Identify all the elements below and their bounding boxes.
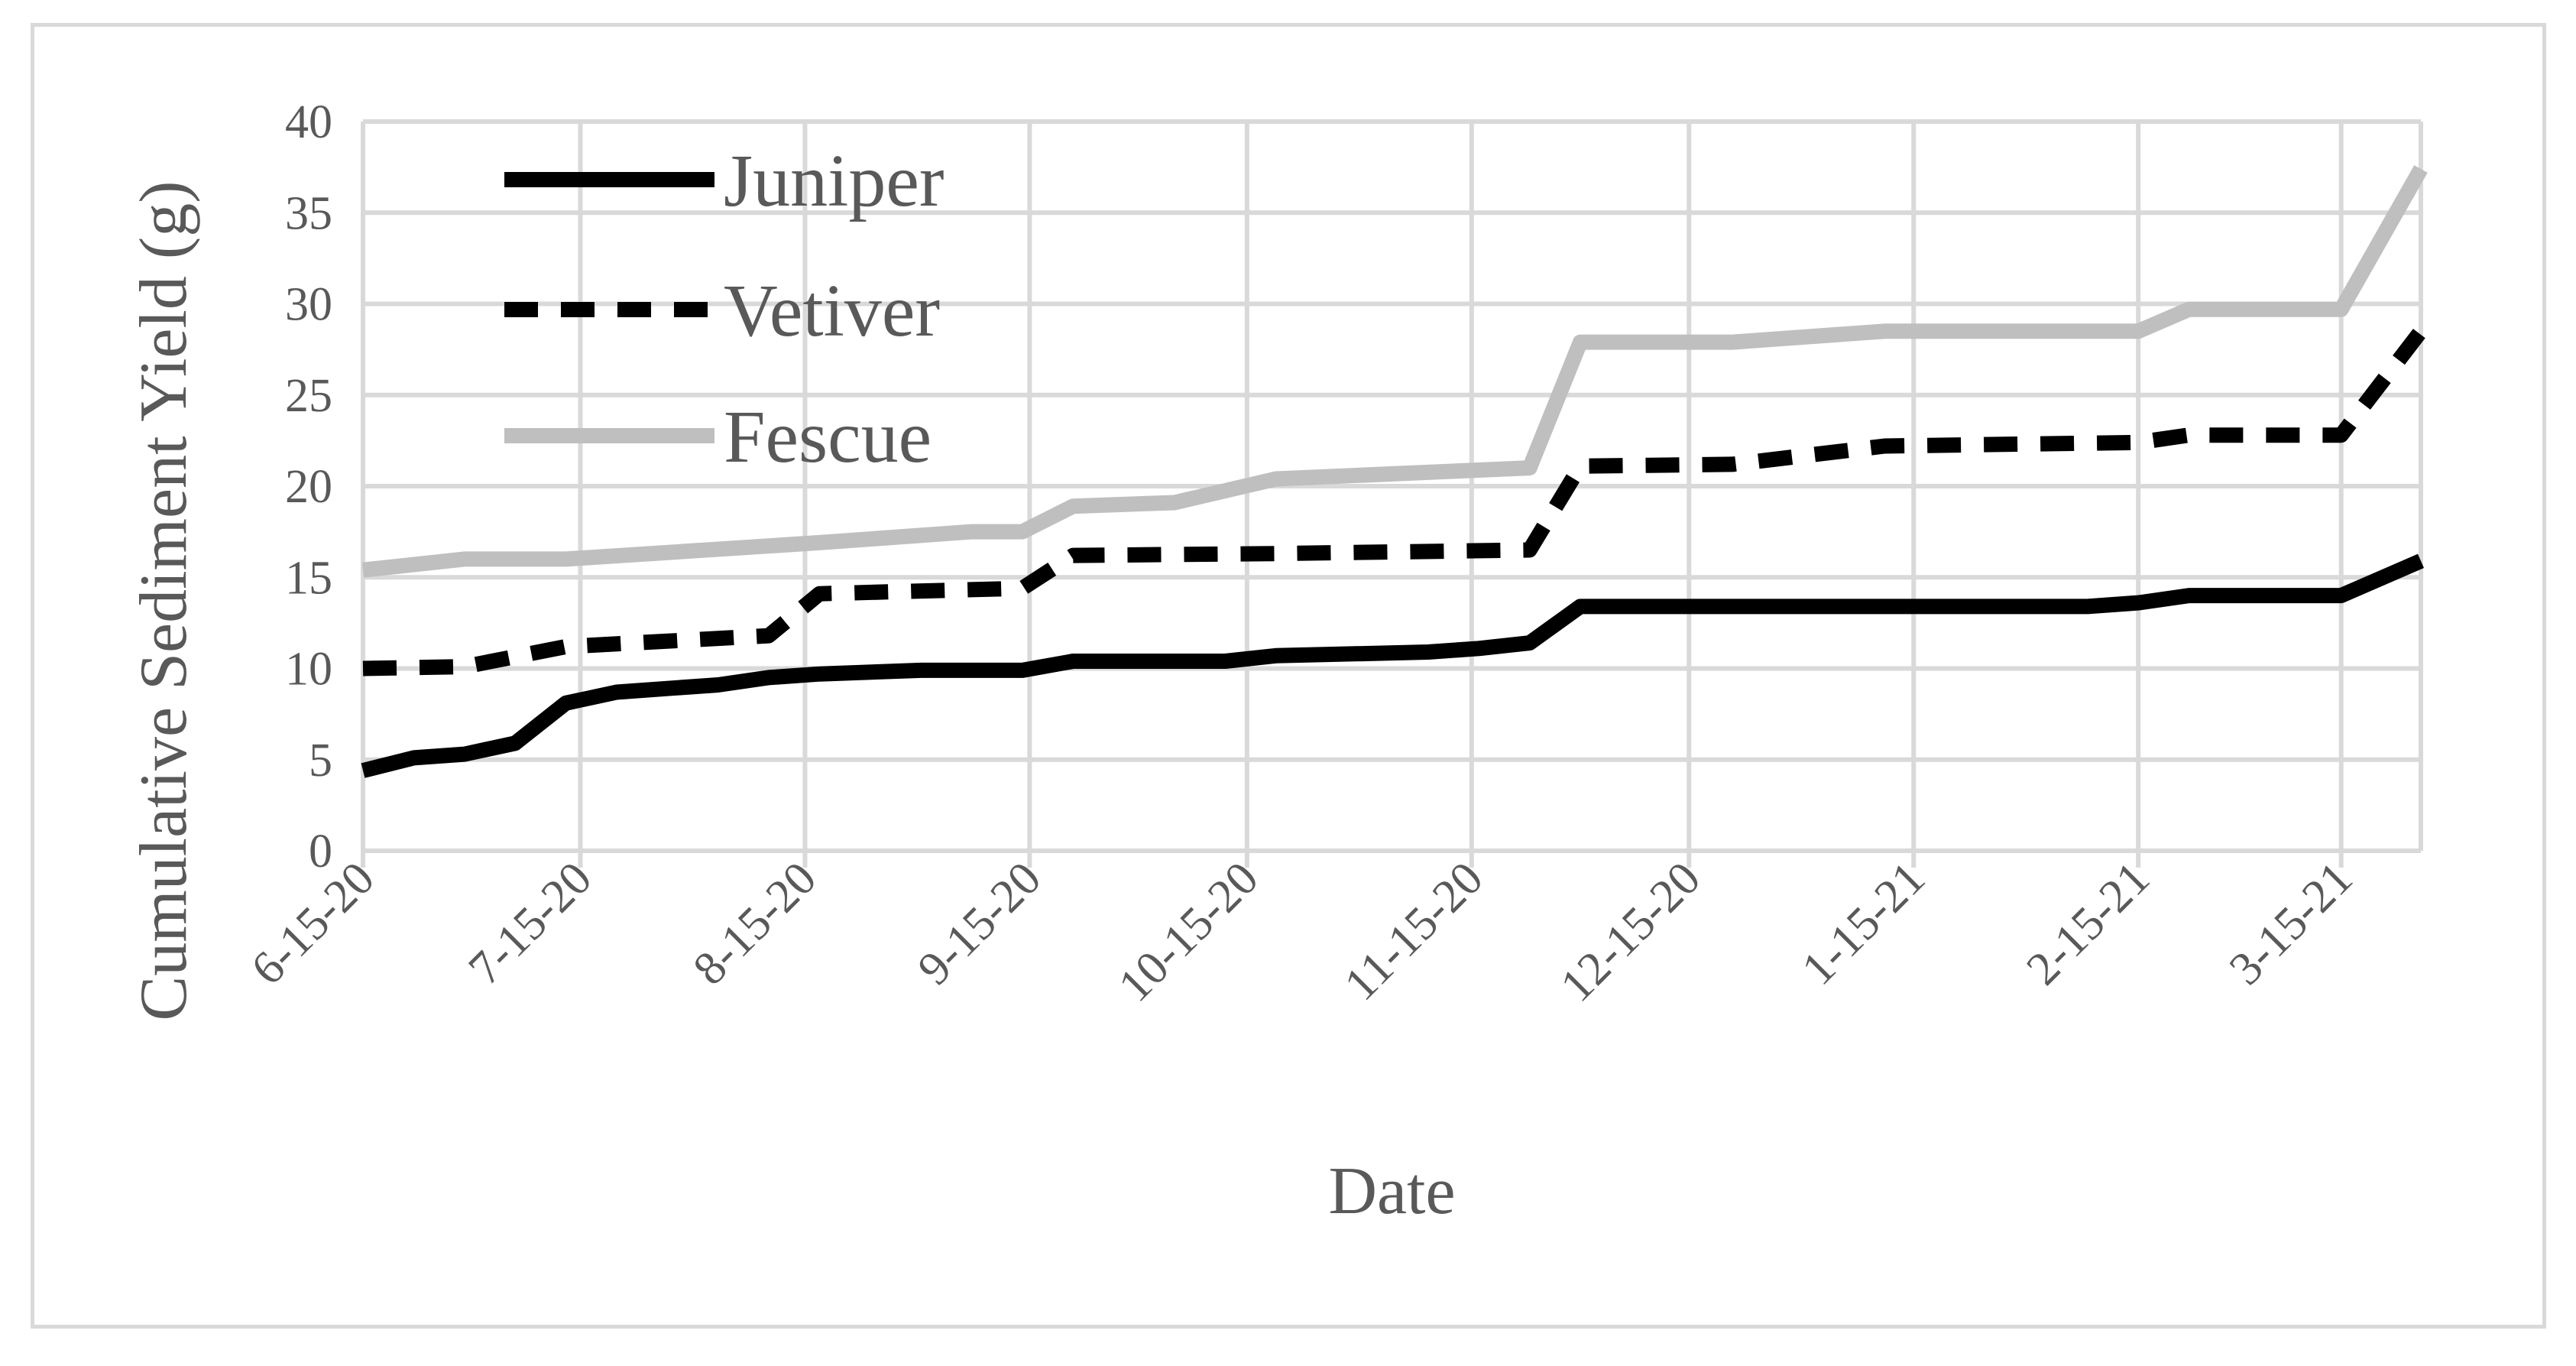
x-tick-label: 10-15-20 <box>1109 852 1269 1012</box>
y-tick-label: 15 <box>285 552 332 604</box>
y-tick-label: 30 <box>285 279 332 331</box>
x-axis-title: Date <box>1328 1154 1455 1228</box>
y-tick-label: 5 <box>309 735 332 787</box>
gridlines <box>361 119 2423 868</box>
series-line-vetiver <box>362 326 2427 677</box>
y-axis-ticks: 0 5 10 15 20 25 30 35 40 <box>285 96 332 878</box>
series-line-juniper <box>361 553 2424 778</box>
series-lines <box>361 165 2428 778</box>
y-tick-label: 25 <box>285 370 332 422</box>
x-tick-label: 9-15-20 <box>908 852 1051 995</box>
x-tick-label: 3-15-21 <box>2220 852 2363 995</box>
legend-label-vetiver: Vetiver <box>724 270 940 352</box>
y-tick-label: 40 <box>285 96 332 148</box>
y-tick-label: 35 <box>285 187 332 239</box>
x-tick-label: 1-15-21 <box>1792 852 1935 995</box>
y-tick-label: 20 <box>285 461 332 513</box>
y-tick-label: 10 <box>285 644 332 696</box>
y-axis-title: Cumulative Sediment Yield (g) <box>127 180 201 1020</box>
x-tick-label: 12-15-20 <box>1550 852 1710 1012</box>
x-tick-label: 2-15-21 <box>2017 852 2160 995</box>
legend-label-fescue: Fescue <box>724 396 932 479</box>
x-tick-label: 11-15-20 <box>1335 852 1493 1011</box>
y-tick-label: 0 <box>309 826 332 878</box>
series-line-fescue <box>361 165 2428 578</box>
chart-area: 0 5 10 15 20 25 30 35 40 6-15-20 7-15-20 8-15-20 9-… <box>31 23 2546 1329</box>
x-tick-label: 7-15-20 <box>458 852 601 995</box>
legend: Juniper Vetiver Fescue <box>504 140 945 479</box>
x-axis-ticks: 6-15-20 7-15-20 8-15-20 9-15-20 10-15-20 11-1… <box>241 852 2363 1012</box>
legend-label-juniper: Juniper <box>724 140 945 222</box>
x-tick-label: 8-15-20 <box>683 852 826 995</box>
